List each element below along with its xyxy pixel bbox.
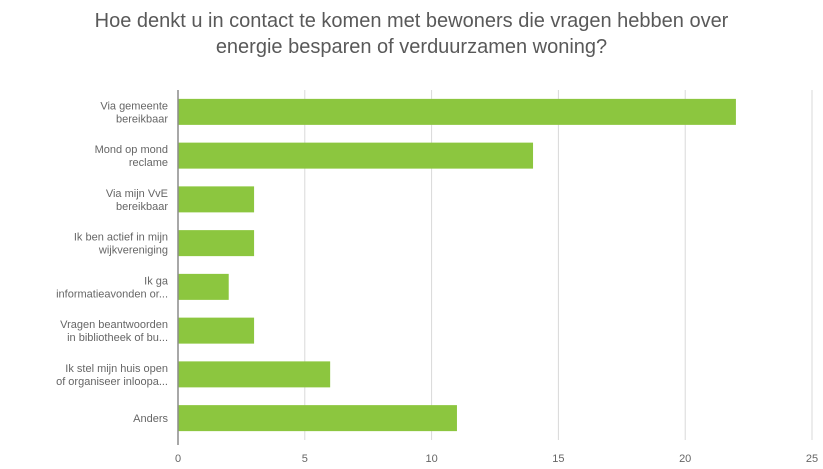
category-label-4-1: informatieavonden or... <box>56 288 168 300</box>
category-label-0-1: bereikbaar <box>116 113 168 125</box>
category-label-0-0: Via gemeente <box>100 100 168 112</box>
x-tick-label-5: 25 <box>806 453 818 465</box>
bar-2 <box>178 186 255 213</box>
bar-3 <box>178 230 255 257</box>
category-label-4-0: Ik ga <box>144 275 169 287</box>
bar-5 <box>178 317 255 344</box>
chart-title: Hoe denkt u in contact te komen met bewo… <box>0 8 823 60</box>
category-label-1-0: Mond op mond <box>95 144 168 156</box>
x-tick-label-4: 20 <box>679 453 691 465</box>
bar-7 <box>178 405 457 432</box>
bar-1 <box>178 142 534 169</box>
category-label-2-1: bereikbaar <box>116 201 168 213</box>
category-label-3-0: Ik ben actief in mijn <box>74 232 168 244</box>
bar-0 <box>178 98 736 125</box>
category-label-3-1: wijkvereniging <box>98 245 168 257</box>
category-label-6-1: of organiseer inloopa... <box>56 376 168 388</box>
x-tick-label-0: 0 <box>175 453 181 465</box>
x-tick-label-1: 5 <box>302 453 308 465</box>
chart-title-line-1: Hoe denkt u in contact te komen met bewo… <box>94 10 729 32</box>
category-label-1-1: reclame <box>129 157 168 169</box>
category-label-2-0: Via mijn VvE <box>106 188 168 200</box>
category-label-7-0: Anders <box>133 413 168 425</box>
chart-title-line-2: energie besparen of verduurzamen woning? <box>215 36 608 58</box>
category-label-5-0: Vragen beantwoorden <box>60 319 168 331</box>
category-label-5-1: in bibliotheek of bu... <box>67 332 168 344</box>
bar-4 <box>178 273 229 300</box>
x-tick-label-3: 15 <box>552 453 564 465</box>
bar-6 <box>178 361 331 388</box>
x-tick-label-2: 10 <box>425 453 437 465</box>
category-label-6-0: Ik stel mijn huis open <box>65 363 168 375</box>
